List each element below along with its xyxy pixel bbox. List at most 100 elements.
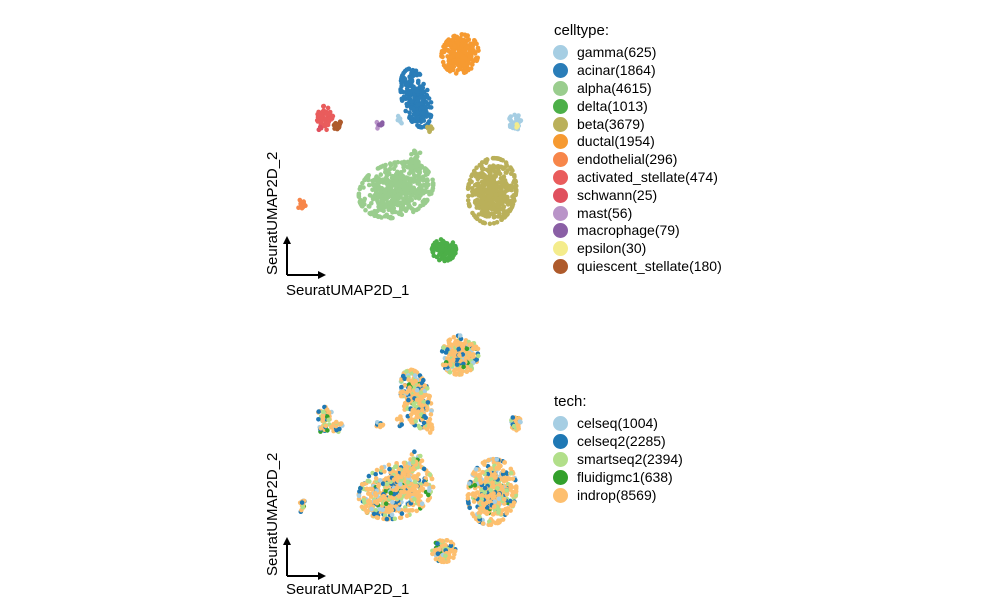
celltype-point <box>425 101 431 107</box>
tech-point <box>364 510 370 515</box>
celltype-point <box>493 164 499 170</box>
tech-point <box>380 507 386 513</box>
celltype-point <box>440 238 446 244</box>
legend-label: activated_stellate(474) <box>577 168 718 185</box>
celltype-point <box>375 177 381 183</box>
tech-point <box>412 479 418 485</box>
tech-point <box>490 480 495 485</box>
tech-point <box>480 521 486 526</box>
celltype-point <box>439 54 444 59</box>
tech-point <box>496 461 501 467</box>
tech-point <box>445 356 450 361</box>
celltype-point <box>403 108 409 114</box>
celltype-point <box>408 91 413 96</box>
celltype-point <box>491 221 497 226</box>
tech-point <box>413 378 419 384</box>
legend-label: macrophage(79) <box>577 222 680 239</box>
tech-point <box>427 424 432 429</box>
tech-point <box>376 482 382 488</box>
celltype-point <box>327 109 333 115</box>
tech-point <box>389 512 395 518</box>
celltype-point <box>403 191 409 197</box>
tech-point <box>467 481 472 486</box>
tech-point <box>425 406 430 411</box>
tech-point <box>473 477 479 483</box>
tech-point <box>390 500 395 505</box>
celltype-point <box>415 118 420 124</box>
tech-point <box>473 494 478 499</box>
celltype-point <box>440 247 446 252</box>
celltype-point <box>488 198 494 204</box>
tech-point <box>512 489 518 495</box>
celltype-point <box>481 183 487 188</box>
tech-point <box>452 367 458 373</box>
celltype-point <box>399 200 405 205</box>
tech-point <box>412 368 418 374</box>
tech-point <box>356 493 362 499</box>
celltype-point <box>430 188 435 193</box>
tech-point <box>513 484 519 489</box>
tech-point <box>447 370 453 375</box>
tech-point <box>448 362 453 368</box>
tech-point <box>458 367 463 373</box>
celltype-point <box>409 160 414 166</box>
celltype-point <box>413 68 419 74</box>
tech-point <box>338 421 344 427</box>
tech-point <box>468 363 474 368</box>
celltype-point <box>409 119 415 124</box>
celltype-point <box>427 127 433 133</box>
tech-point <box>485 471 491 477</box>
celltype-point <box>414 114 419 120</box>
tech-point <box>414 414 420 419</box>
celltype-point <box>489 206 494 212</box>
tech-point <box>504 492 510 497</box>
celltype-point <box>389 197 395 203</box>
celltype-point <box>406 198 411 203</box>
tech-point <box>324 407 330 413</box>
tech-point <box>451 357 456 363</box>
celltype-point <box>446 255 452 260</box>
tech-point <box>443 553 448 559</box>
tech-point <box>494 457 500 462</box>
celltype-point <box>466 37 472 42</box>
tech-point <box>380 481 386 487</box>
tech-point <box>445 347 450 352</box>
tech-point <box>420 407 425 413</box>
tech-point <box>421 420 427 426</box>
celltype-point <box>367 211 373 216</box>
celltype-point <box>461 37 467 43</box>
celltype-legend-item: quiescent_stellate(180) <box>553 258 722 276</box>
tech-point <box>419 395 425 401</box>
tech-point <box>399 422 405 427</box>
celltype-point <box>470 192 475 198</box>
celltype-point <box>370 187 375 193</box>
tech-point <box>414 387 420 393</box>
tech-point <box>484 510 490 515</box>
celltype-point <box>488 188 493 194</box>
tech-point <box>400 471 406 476</box>
celltype-point <box>453 60 459 65</box>
legend-color-swatch <box>553 45 568 61</box>
tech-legend-items: celseq(1004) celseq2(2285) smartseq2(2394)… <box>553 415 683 504</box>
celltype-point <box>375 198 380 204</box>
tech-point <box>384 481 390 487</box>
celltype-point <box>316 127 322 133</box>
legend-label: celseq2(2285) <box>577 433 666 450</box>
celltype-point <box>395 194 401 200</box>
tech-point <box>460 352 466 357</box>
celltype-point <box>448 64 454 69</box>
celltype-point <box>452 43 457 49</box>
celltype-point <box>469 186 475 191</box>
tech-point <box>408 412 414 418</box>
celltype-point <box>372 193 378 198</box>
tech-point <box>397 493 403 498</box>
celltype-legend-item: delta(1013) <box>553 97 722 115</box>
tech-point <box>402 467 408 473</box>
celltype-point <box>464 44 470 49</box>
celltype-point <box>362 196 368 202</box>
tech-point <box>418 390 424 396</box>
celltype-point <box>397 187 402 193</box>
tech-point <box>388 490 394 496</box>
tech-point <box>480 469 485 475</box>
celltype-point <box>412 173 417 179</box>
